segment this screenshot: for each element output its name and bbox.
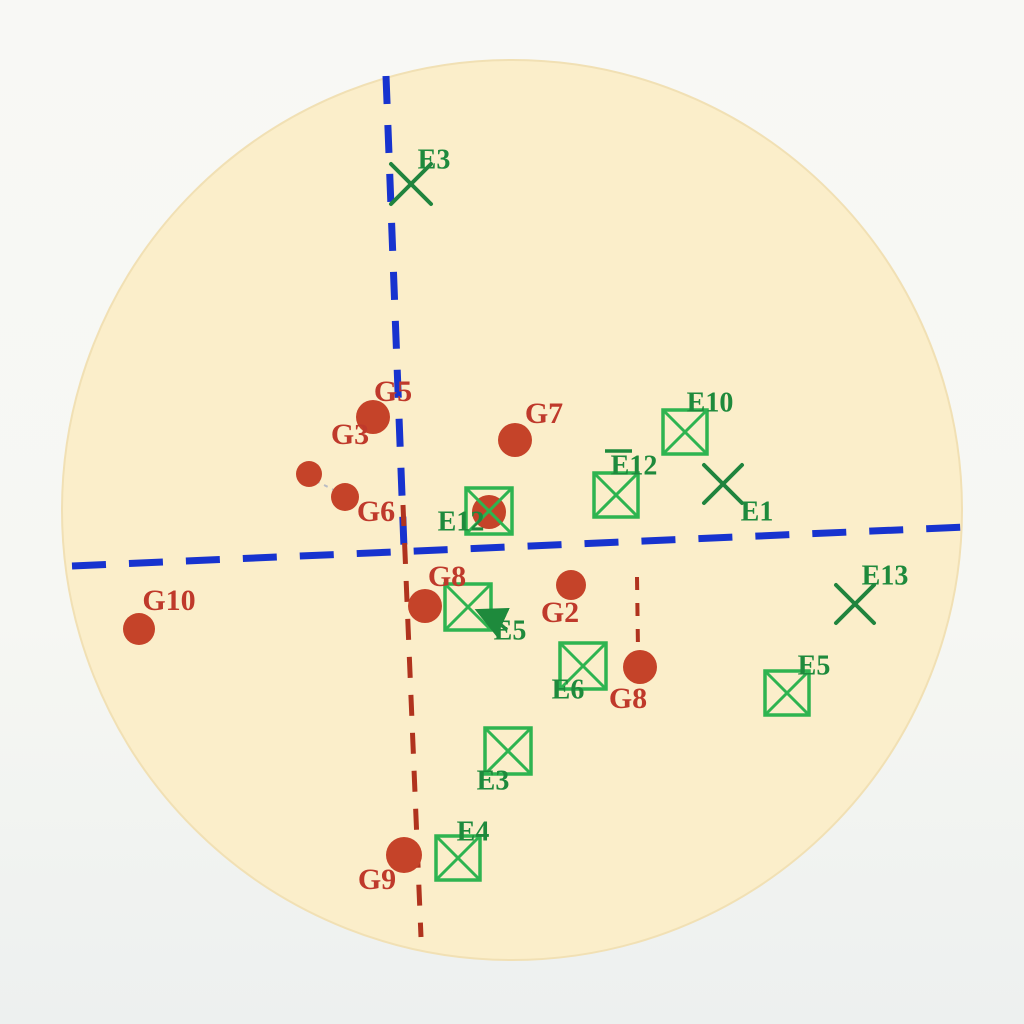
e-x-label-e1: E1 bbox=[741, 496, 774, 527]
e-box-marker-e10[interactable] bbox=[661, 408, 709, 456]
g-label-g3: G3 bbox=[331, 418, 369, 451]
e-x-marker-e1[interactable] bbox=[702, 463, 744, 505]
g-label-g5: G5 bbox=[374, 375, 412, 408]
g-label-g6: G6 bbox=[357, 495, 395, 528]
vertical-axis-blue bbox=[382, 75, 408, 549]
e-box-marker-e3[interactable] bbox=[483, 726, 533, 776]
e-box-diagonal bbox=[661, 408, 709, 456]
e-x-marker-e13[interactable] bbox=[834, 583, 876, 625]
e-box-marker-e4[interactable] bbox=[434, 834, 482, 882]
e-box-diagonal bbox=[483, 726, 533, 776]
g-label-g9: G9 bbox=[358, 863, 396, 896]
e-box-label-e5: E5 bbox=[494, 615, 527, 646]
g-marker-g6[interactable] bbox=[331, 483, 359, 511]
e-box-label-e6: E6 bbox=[552, 674, 585, 705]
g-marker-g8[interactable] bbox=[623, 650, 657, 684]
e-box-diagonal bbox=[763, 669, 811, 717]
e5-annotation-arrow bbox=[474, 607, 510, 637]
e-box-label-e10: E10 bbox=[687, 387, 734, 418]
g-label-g8: G8 bbox=[428, 560, 466, 593]
e-box-marker-e5[interactable] bbox=[443, 582, 493, 632]
e-box-marker-e12[interactable] bbox=[464, 486, 514, 536]
e-box-label-e4: E4 bbox=[457, 816, 490, 847]
g-label-g2: G2 bbox=[541, 596, 579, 629]
e-box-diagonal bbox=[443, 582, 493, 632]
e-box-marker-e6[interactable] bbox=[558, 641, 608, 691]
g-marker-g8[interactable] bbox=[408, 589, 442, 623]
g-marker-g10[interactable] bbox=[123, 613, 155, 645]
g-label-g10: G10 bbox=[142, 584, 195, 617]
g-label-g7: G7 bbox=[525, 397, 563, 430]
g-marker-g3[interactable] bbox=[296, 461, 322, 487]
g-marker-g5[interactable] bbox=[356, 400, 390, 434]
e-box-label-e12: E12 bbox=[438, 506, 485, 537]
e-box-label-e5: E5 bbox=[798, 650, 831, 681]
e-x-marker-e3[interactable] bbox=[389, 162, 433, 206]
horizontal-axis-blue bbox=[71, 523, 966, 570]
e-x-label-e3: E3 bbox=[418, 144, 451, 175]
e-x-label-e13: E13 bbox=[862, 560, 909, 591]
e-box-diagonal bbox=[434, 834, 482, 882]
e-box-diagonal bbox=[464, 486, 514, 536]
red-segment-above-g8 bbox=[635, 576, 640, 651]
g-marker-g9[interactable] bbox=[386, 837, 422, 873]
e-box-label-e12: E12 bbox=[611, 450, 658, 481]
e-box-diagonal bbox=[592, 471, 640, 519]
g-label-g8: G8 bbox=[609, 682, 647, 715]
e-box-diagonal bbox=[558, 641, 608, 691]
g-marker-g2[interactable] bbox=[556, 570, 586, 600]
e-box-label-e3: E3 bbox=[477, 765, 510, 796]
e-box-marker-e5[interactable] bbox=[763, 669, 811, 717]
e-box-marker-e12[interactable] bbox=[592, 471, 640, 519]
g-marker-g7[interactable] bbox=[498, 423, 532, 457]
